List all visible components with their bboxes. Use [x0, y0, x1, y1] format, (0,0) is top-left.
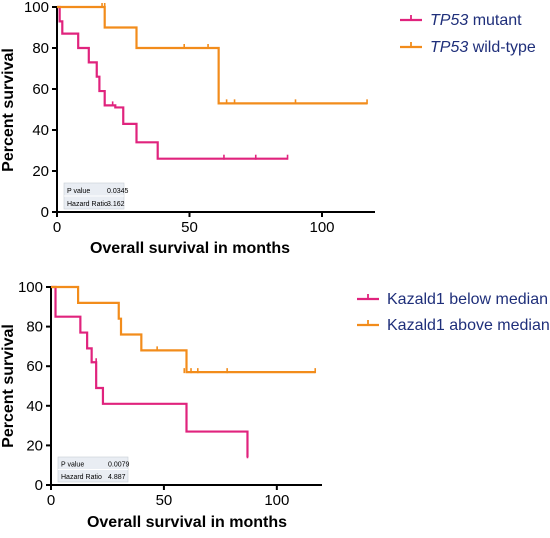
legend-label-group: mutant — [468, 12, 522, 29]
y-tick-label: 20 — [32, 163, 49, 180]
y-tick-label: 0 — [41, 204, 49, 221]
survival-curve-2 — [57, 5, 368, 105]
p-value-label: P value — [61, 462, 84, 469]
p-value-label: P value — [67, 188, 90, 195]
legend-label-gene: TP53 — [430, 12, 468, 29]
survival-curve-1 — [57, 5, 288, 160]
y-tick-label: 80 — [32, 40, 49, 57]
y-tick-label: 80 — [26, 319, 43, 336]
km-chart-2: 0 20 40 60 80 100 0 50 100 Overall survival in mo… — [0, 279, 550, 531]
x-axis-title: Overall survival in months — [90, 240, 290, 257]
y-tick-label: 0 — [35, 477, 43, 494]
y-tick-label: 40 — [32, 122, 49, 139]
x-tick-label: 50 — [181, 219, 198, 236]
y-tick-label: 40 — [26, 398, 43, 415]
p-value: 0.0345 — [107, 188, 129, 195]
y-tick-label: 60 — [26, 358, 43, 375]
hazard-ratio-label: Hazard Ratio — [61, 474, 102, 481]
y-tick-label: 100 — [18, 279, 43, 296]
legend-label: Kazald1 above median — [387, 317, 550, 334]
x-tick-label: 0 — [47, 492, 55, 509]
p-value: 0.0079 — [108, 462, 130, 469]
legend-label: Kazald1 below median — [387, 291, 548, 308]
hazard-ratio: 4.887 — [108, 474, 126, 481]
hazard-ratio: 3.162 — [107, 201, 125, 208]
y-tick-label: 20 — [26, 437, 43, 454]
x-tick-label: 100 — [309, 219, 334, 236]
legend-label-group: wild-type — [468, 39, 536, 56]
stats-table: P value 0.0345 Hazard Ratio 3.162 — [63, 182, 129, 210]
km-chart-1: 0 20 40 60 80 100 0 50 100 Overall survival in mo… — [0, 0, 536, 257]
hazard-ratio-label: Hazard Ratio — [67, 201, 108, 208]
x-axis-title: Overall survival in months — [87, 514, 287, 531]
y-axis-title: Percent survival — [0, 324, 17, 448]
y-tick-label: 100 — [24, 0, 49, 16]
x-tick-label: 0 — [53, 219, 61, 236]
legend-label-gene: TP53 — [430, 39, 468, 56]
x-tick-label: 50 — [156, 492, 173, 509]
stats-table: P value 0.0079 Hazard Ratio 4.887 — [57, 456, 130, 483]
legend-label: TP53 mutant — [430, 12, 522, 29]
y-axis-title: Percent survival — [0, 48, 17, 172]
x-tick-label: 100 — [264, 492, 289, 509]
legend-label: TP53 wild-type — [430, 39, 536, 56]
y-tick-label: 60 — [32, 81, 49, 98]
